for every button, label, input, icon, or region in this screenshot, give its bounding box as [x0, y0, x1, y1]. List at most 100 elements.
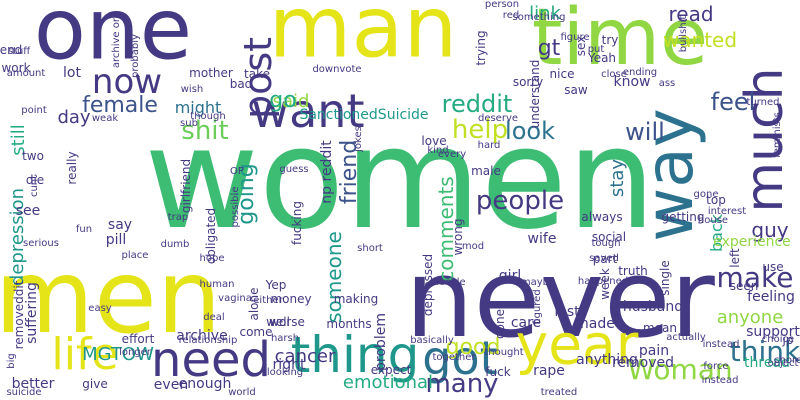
word: hard	[477, 140, 501, 151]
word: sorry	[512, 75, 544, 89]
word: need	[151, 332, 271, 388]
word: figured	[532, 289, 543, 325]
word: understand	[528, 59, 542, 129]
word: want	[251, 84, 365, 138]
word: make	[716, 261, 794, 294]
word: wish	[180, 84, 204, 95]
word: longer	[119, 347, 151, 358]
word: force	[703, 361, 729, 372]
word: link	[529, 3, 561, 24]
word: suffering	[24, 282, 40, 344]
word: thread	[744, 355, 790, 371]
word: sub	[180, 118, 198, 129]
word: saved	[589, 253, 619, 264]
word: rape	[533, 363, 565, 379]
word: MGTOW	[82, 344, 154, 365]
word: bad	[229, 77, 253, 91]
word: person	[484, 0, 520, 10]
word: ending	[622, 67, 658, 78]
word: worse	[269, 315, 305, 329]
word: saw	[564, 83, 588, 97]
word: made	[575, 316, 615, 332]
word: mean	[642, 321, 678, 335]
word: see	[15, 203, 41, 219]
word: house	[697, 215, 729, 226]
word: actually	[666, 332, 706, 343]
word: serious	[23, 238, 59, 249]
word: feminists	[772, 112, 783, 158]
word: np reddit	[319, 140, 335, 204]
word: mod	[461, 241, 485, 252]
word: relationship	[178, 335, 238, 346]
word: support	[746, 324, 800, 340]
word: possible	[230, 186, 241, 228]
word: every	[437, 149, 467, 160]
word: trying	[474, 30, 488, 66]
word: better	[11, 376, 55, 392]
word: anyone	[716, 307, 784, 328]
word: seen	[729, 279, 759, 293]
word: suicide	[6, 387, 42, 398]
word: female	[82, 93, 158, 118]
word: always	[581, 210, 623, 224]
word: cancer	[274, 346, 336, 367]
word: big	[6, 353, 17, 369]
word: use	[762, 260, 784, 274]
word: look	[505, 117, 555, 145]
word: nice	[549, 67, 575, 81]
word: ass	[658, 78, 676, 89]
word: reddit	[441, 90, 513, 118]
word: short	[357, 243, 383, 254]
word: making	[333, 292, 379, 306]
word: OP	[230, 166, 244, 177]
word: human	[199, 279, 235, 290]
word: guy	[751, 218, 789, 242]
word: one	[33, 0, 193, 80]
word: money	[270, 292, 312, 306]
word: now	[91, 62, 163, 102]
word: good	[445, 335, 501, 360]
word: tough	[591, 238, 621, 249]
word: together	[432, 352, 476, 363]
word: people	[475, 186, 565, 216]
word: SanctionedSuicide	[299, 107, 429, 123]
word: trap	[167, 212, 189, 223]
word: effort	[121, 332, 155, 346]
word: something	[512, 12, 566, 23]
word: girlfriend	[179, 158, 193, 214]
word: deal	[203, 312, 225, 323]
word: archive org	[111, 11, 122, 69]
word: months	[326, 317, 372, 331]
word: Woman	[627, 353, 733, 386]
word: husband	[622, 299, 684, 315]
word: stuff	[7, 46, 31, 57]
word: easy	[88, 303, 112, 314]
word: end	[0, 43, 23, 57]
word: truth	[618, 264, 648, 278]
word: thought	[484, 347, 524, 358]
word: lot	[63, 65, 81, 81]
word: will	[625, 118, 665, 146]
word: turned	[746, 97, 780, 108]
word: amount	[6, 68, 46, 79]
word: dumb	[160, 239, 190, 250]
word: kind	[427, 145, 449, 156]
word: feeling	[747, 289, 795, 305]
word: interest	[707, 206, 747, 217]
word: put	[587, 44, 605, 55]
word: shit	[181, 116, 229, 146]
word: know	[613, 74, 651, 90]
word: basically	[410, 335, 454, 346]
word: figure	[560, 32, 590, 43]
word: pain	[638, 343, 670, 359]
word: fucking	[290, 201, 304, 245]
word: care	[510, 315, 542, 331]
word: removeddit	[12, 280, 26, 350]
word: work	[1, 61, 31, 75]
word: wanted	[662, 28, 738, 52]
word: vagina	[218, 293, 252, 304]
word: though	[190, 111, 226, 122]
word: stay	[607, 158, 628, 198]
word: really	[65, 151, 79, 185]
